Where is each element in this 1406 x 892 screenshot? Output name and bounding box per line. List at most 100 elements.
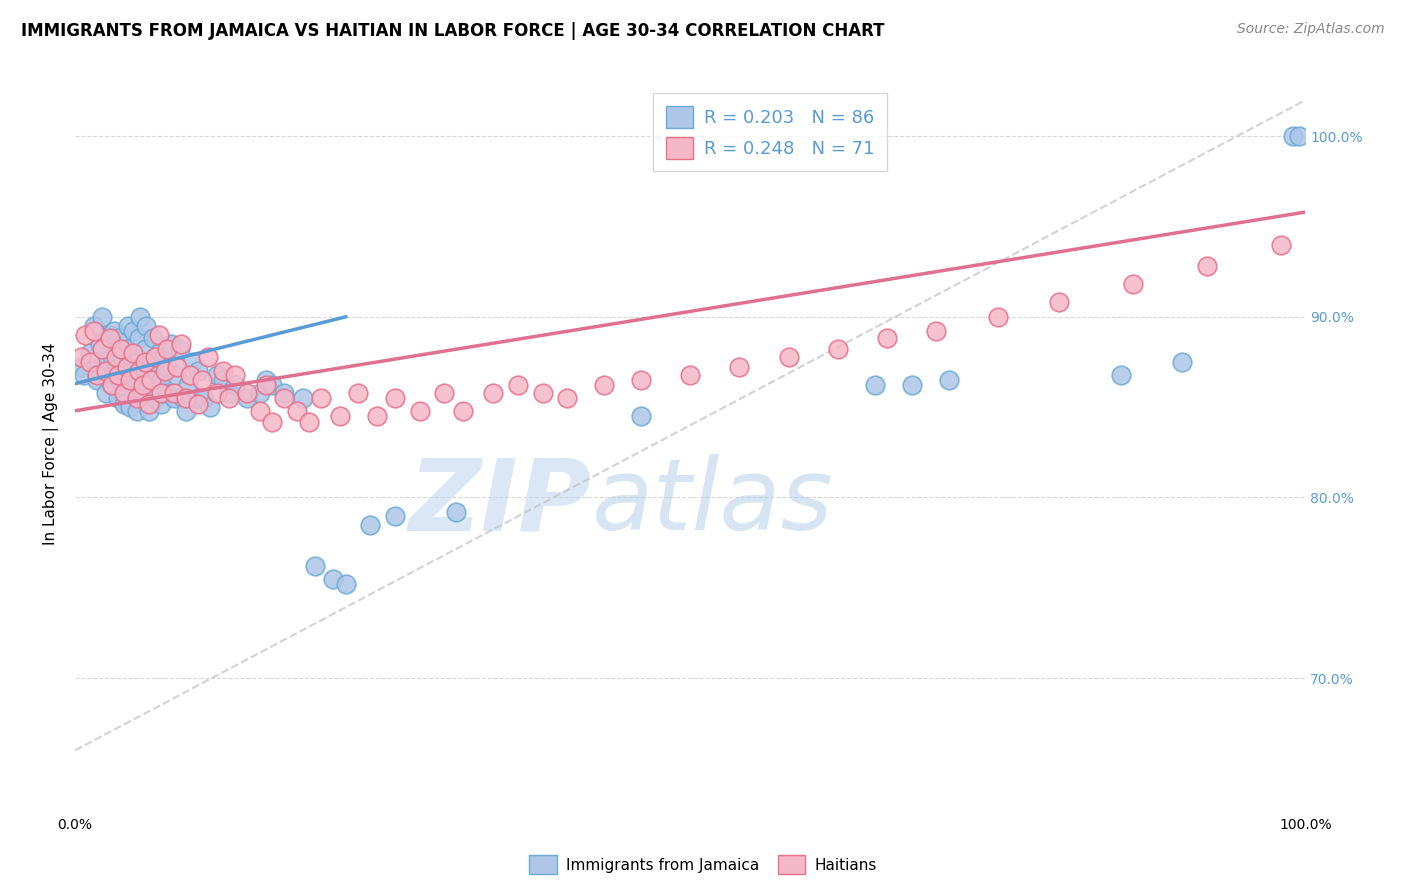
Point [900, 378, 922, 392]
Point [111, 350, 134, 364]
Text: atlas: atlas [592, 454, 834, 551]
Point [156, 343, 179, 357]
Point [141, 355, 163, 369]
Point [120, 373, 142, 387]
Point [122, 324, 145, 338]
Point [1122, 277, 1144, 292]
Point [506, 378, 529, 392]
Point [728, 360, 751, 375]
Point [138, 403, 160, 417]
Point [101, 378, 124, 392]
Point [408, 403, 430, 417]
Point [260, 415, 283, 429]
Point [152, 350, 174, 364]
Point [132, 378, 155, 392]
Point [153, 364, 176, 378]
Point [125, 378, 148, 392]
Point [98, 327, 121, 342]
Point [1109, 368, 1132, 382]
Point [111, 378, 134, 392]
Point [138, 396, 160, 410]
Point [254, 373, 277, 387]
Point [83, 318, 105, 333]
Point [150, 385, 173, 400]
Point [146, 368, 169, 382]
Point [630, 373, 652, 387]
Point [150, 396, 173, 410]
Point [115, 343, 138, 357]
Point [925, 324, 948, 338]
Point [224, 368, 246, 382]
Point [1047, 295, 1070, 310]
Point [86, 368, 108, 382]
Point [876, 331, 898, 345]
Point [132, 385, 155, 400]
Point [142, 331, 165, 345]
Point [778, 350, 800, 364]
Point [451, 403, 474, 417]
Point [1288, 129, 1310, 144]
Point [193, 391, 215, 405]
Point [143, 350, 166, 364]
Point [91, 310, 114, 324]
Point [298, 415, 321, 429]
Point [107, 368, 129, 382]
Point [200, 400, 222, 414]
Point [273, 385, 295, 400]
Point [169, 343, 191, 357]
Point [148, 327, 170, 342]
Point [1195, 259, 1218, 273]
Point [122, 382, 145, 396]
Point [162, 391, 184, 405]
Point [205, 385, 228, 400]
Point [70, 350, 93, 364]
Point [224, 378, 246, 392]
Point [187, 364, 209, 378]
Point [177, 378, 200, 392]
Point [129, 310, 152, 324]
Point [148, 346, 170, 360]
Point [117, 318, 139, 333]
Point [322, 572, 344, 586]
Point [134, 343, 156, 357]
Point [112, 368, 135, 382]
Point [73, 368, 96, 382]
Point [150, 373, 173, 387]
Point [125, 355, 148, 369]
Point [329, 409, 352, 424]
Point [174, 391, 197, 405]
Point [218, 391, 240, 405]
Point [166, 360, 188, 375]
Point [218, 385, 240, 400]
Point [101, 350, 124, 364]
Point [138, 378, 160, 392]
Point [236, 385, 259, 400]
Point [863, 378, 886, 392]
Point [125, 403, 148, 417]
Point [101, 378, 124, 392]
Point [108, 331, 131, 345]
Point [134, 355, 156, 369]
Point [174, 403, 197, 417]
Point [335, 577, 357, 591]
Point [249, 385, 271, 400]
Point [128, 331, 150, 345]
Point [135, 318, 157, 333]
Point [827, 343, 849, 357]
Point [555, 391, 578, 405]
Point [211, 364, 233, 378]
Point [112, 396, 135, 410]
Point [107, 360, 129, 375]
Point [89, 364, 111, 378]
Point [205, 368, 228, 382]
Point [73, 327, 96, 342]
Point [482, 385, 505, 400]
Point [273, 391, 295, 405]
Point [181, 355, 204, 369]
Point [187, 391, 209, 405]
Point [94, 385, 117, 400]
Point [446, 505, 468, 519]
Point [593, 378, 616, 392]
Point [103, 324, 125, 338]
Point [120, 373, 142, 387]
